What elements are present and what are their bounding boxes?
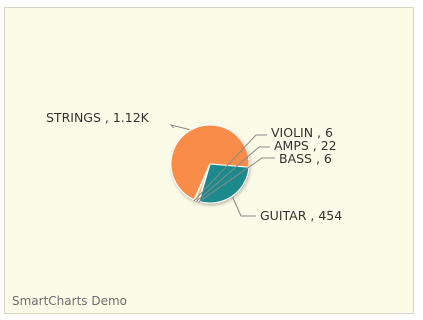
data-label-violin: VIOLIN , 6 [271, 125, 333, 140]
data-label-amps: AMPS , 22 [274, 138, 337, 153]
leader-line-violin [193, 134, 267, 202]
chart-credit: SmartCharts Demo [12, 294, 127, 308]
leader-line-guitar [232, 196, 256, 217]
data-label-bass: BASS , 6 [279, 151, 332, 166]
data-label-strings: STRINGS , 1.12K [46, 110, 150, 125]
leader-line-strings [169, 124, 190, 131]
leader-line-bass [198, 157, 275, 203]
data-label-guitar: GUITAR , 454 [260, 208, 342, 223]
leader-line-amps [195, 146, 270, 202]
